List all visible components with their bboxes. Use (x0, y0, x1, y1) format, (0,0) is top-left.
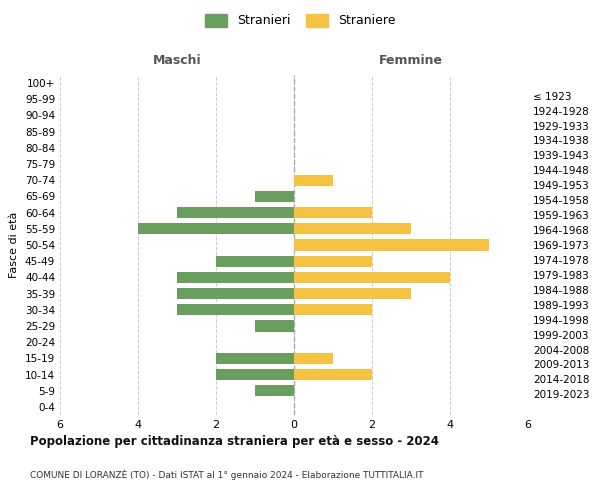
Bar (294, 207, 372, 218)
Bar (177, 304, 294, 316)
Legend: Stranieri, Straniere: Stranieri, Straniere (199, 8, 401, 32)
Bar (177, 207, 294, 218)
Bar (216, 369, 294, 380)
Bar (294, 272, 450, 283)
Bar (216, 352, 294, 364)
Bar (216, 256, 294, 267)
Bar (294, 223, 411, 234)
Text: Popolazione per cittadinanza straniera per età e sesso - 2024: Popolazione per cittadinanza straniera p… (30, 435, 439, 448)
Y-axis label: Anni di nascita: Anni di nascita (599, 204, 600, 286)
Bar (294, 369, 372, 380)
Y-axis label: Fasce di età: Fasce di età (10, 212, 19, 278)
Bar (255, 320, 294, 332)
Bar (255, 191, 294, 202)
Bar (294, 240, 489, 250)
Text: Femmine: Femmine (379, 54, 443, 68)
Bar (255, 385, 294, 396)
Bar (294, 352, 333, 364)
Bar (177, 272, 294, 283)
Bar (294, 304, 372, 316)
Bar (138, 223, 294, 234)
Bar (294, 256, 372, 267)
Bar (177, 288, 294, 299)
Text: Maschi: Maschi (152, 54, 202, 68)
Text: COMUNE DI LORANZÈ (TO) - Dati ISTAT al 1° gennaio 2024 - Elaborazione TUTTITALIA: COMUNE DI LORANZÈ (TO) - Dati ISTAT al 1… (30, 470, 424, 480)
Bar (294, 174, 333, 186)
Bar (294, 288, 411, 299)
